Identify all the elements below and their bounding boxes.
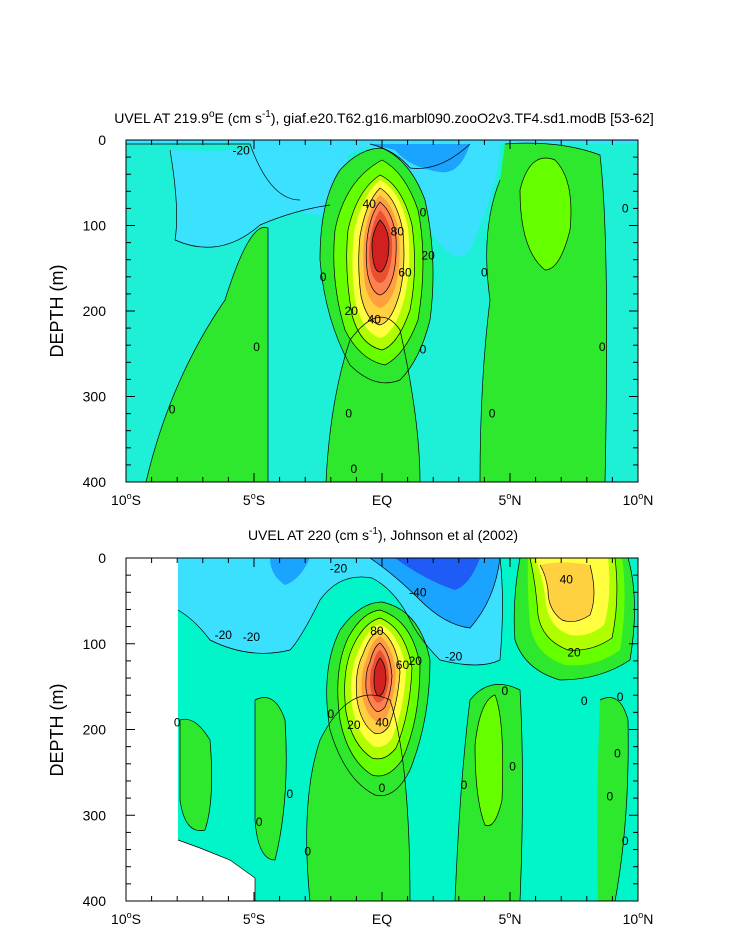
y-tick-label: 200	[83, 722, 107, 738]
panel-observed: UVEL AT 220 (cm s-1), Johnson et al (200…	[47, 526, 653, 927]
contour-label: -20	[243, 630, 261, 644]
x-tick-label: 10oS	[111, 910, 141, 927]
contour-label: 0	[420, 342, 427, 356]
contour-label: 0	[350, 462, 357, 476]
panel-1-contour-field	[126, 140, 638, 482]
panel-1-title: UVEL AT 219.9oE (cm s-1), giaf.e20.T62.g…	[114, 109, 654, 126]
sec-core	[270, 558, 310, 585]
panel-1-ylabel: DEPTH (m)	[47, 265, 67, 358]
contour-label: 20	[409, 654, 423, 668]
contour-label: 0	[622, 834, 629, 848]
panel-1-contour-labels: -20 40 80 60 20 0 20 40 0 0 0 0 0 0 0 0 0 0	[169, 143, 629, 476]
contour-label: -20	[330, 561, 348, 575]
contour-label: -20	[445, 650, 463, 664]
contour-label: 0	[169, 402, 176, 416]
contour-label: -20	[215, 628, 233, 642]
contour-label: 40	[560, 572, 574, 586]
necc-40	[540, 562, 594, 622]
contour-label: 40	[375, 716, 389, 730]
y-tick-label: 300	[83, 389, 107, 405]
panel-model: UVEL AT 219.9oE (cm s-1), giaf.e20.T62.g…	[47, 109, 654, 508]
contour-label: 80	[391, 224, 405, 238]
euc-80	[374, 658, 386, 696]
y-tick-label: 300	[83, 807, 107, 823]
panel-2-ylabel: DEPTH (m)	[47, 684, 67, 777]
contour-label: 0	[253, 340, 260, 354]
contour-label: 0	[481, 266, 488, 280]
contour-label: 0	[502, 684, 509, 698]
east-sw	[180, 719, 212, 831]
east-sw2	[255, 697, 287, 860]
contour-label: 60	[396, 658, 410, 672]
contour-label: -20	[233, 143, 251, 157]
contour-label: 20	[347, 718, 361, 732]
contour-label: 20	[345, 304, 359, 318]
contour-label: 0	[174, 716, 181, 730]
y-tick-label: 0	[98, 550, 106, 566]
contour-label: 60	[398, 266, 412, 280]
x-tick-label: 10oN	[623, 491, 654, 508]
x-tick-label: EQ	[372, 492, 392, 508]
panel-2-contour-field	[126, 558, 638, 901]
contour-label: 0	[256, 815, 263, 829]
contour-label: 0	[606, 789, 613, 803]
x-tick-label: 10oN	[623, 910, 654, 927]
contour-label: 0	[320, 270, 327, 284]
x-tick-label: 5oN	[499, 910, 522, 927]
contour-label: 0	[286, 787, 293, 801]
eastward-north	[480, 143, 607, 482]
euc-80	[372, 220, 389, 272]
contour-label: 0	[581, 694, 588, 708]
contour-label: 40	[368, 313, 382, 327]
y-tick-label: 100	[83, 636, 107, 652]
contour-label: 0	[304, 844, 311, 858]
contour-label: 0	[614, 747, 621, 761]
x-tick-label: 10oS	[111, 491, 141, 508]
contour-label: 0	[327, 707, 334, 721]
contour-label: 0	[489, 407, 496, 421]
x-tick-label: 5oS	[243, 491, 265, 508]
contour-label: 40	[363, 197, 377, 211]
y-tick-label: 400	[83, 893, 107, 909]
missing-data-region	[126, 558, 255, 901]
y-tick-label: 0	[98, 132, 106, 148]
east-deep-north-core	[475, 695, 503, 826]
eastward-sw	[146, 227, 268, 482]
x-tick-label: 5oN	[499, 491, 522, 508]
necc-core	[520, 158, 571, 270]
contour-label: 0	[345, 407, 352, 421]
contour-label: 0	[420, 206, 427, 220]
contour-label: 0	[622, 201, 629, 215]
east-ne	[597, 697, 629, 901]
contour-label: 20	[567, 645, 581, 659]
contour-label: 0	[379, 781, 386, 795]
westward-core-surface	[370, 144, 470, 173]
contour-label: -40	[409, 585, 427, 599]
contour-label: 0	[509, 759, 516, 773]
panel-2-title: UVEL AT 220 (cm s-1), Johnson et al (200…	[248, 526, 518, 543]
x-tick-label: 5oS	[243, 910, 265, 927]
contour-label: 0	[461, 778, 468, 792]
contour-label: 0	[599, 340, 606, 354]
x-tick-label: EQ	[372, 911, 392, 927]
sec-north-core2	[395, 558, 480, 590]
contour-label: 20	[421, 248, 435, 262]
y-tick-label: 200	[83, 303, 107, 319]
contour-label: 80	[370, 624, 384, 638]
contour-label: 0	[617, 690, 624, 704]
y-tick-label: 400	[83, 474, 107, 490]
westward-weak	[170, 150, 342, 248]
y-tick-label: 100	[83, 218, 107, 234]
